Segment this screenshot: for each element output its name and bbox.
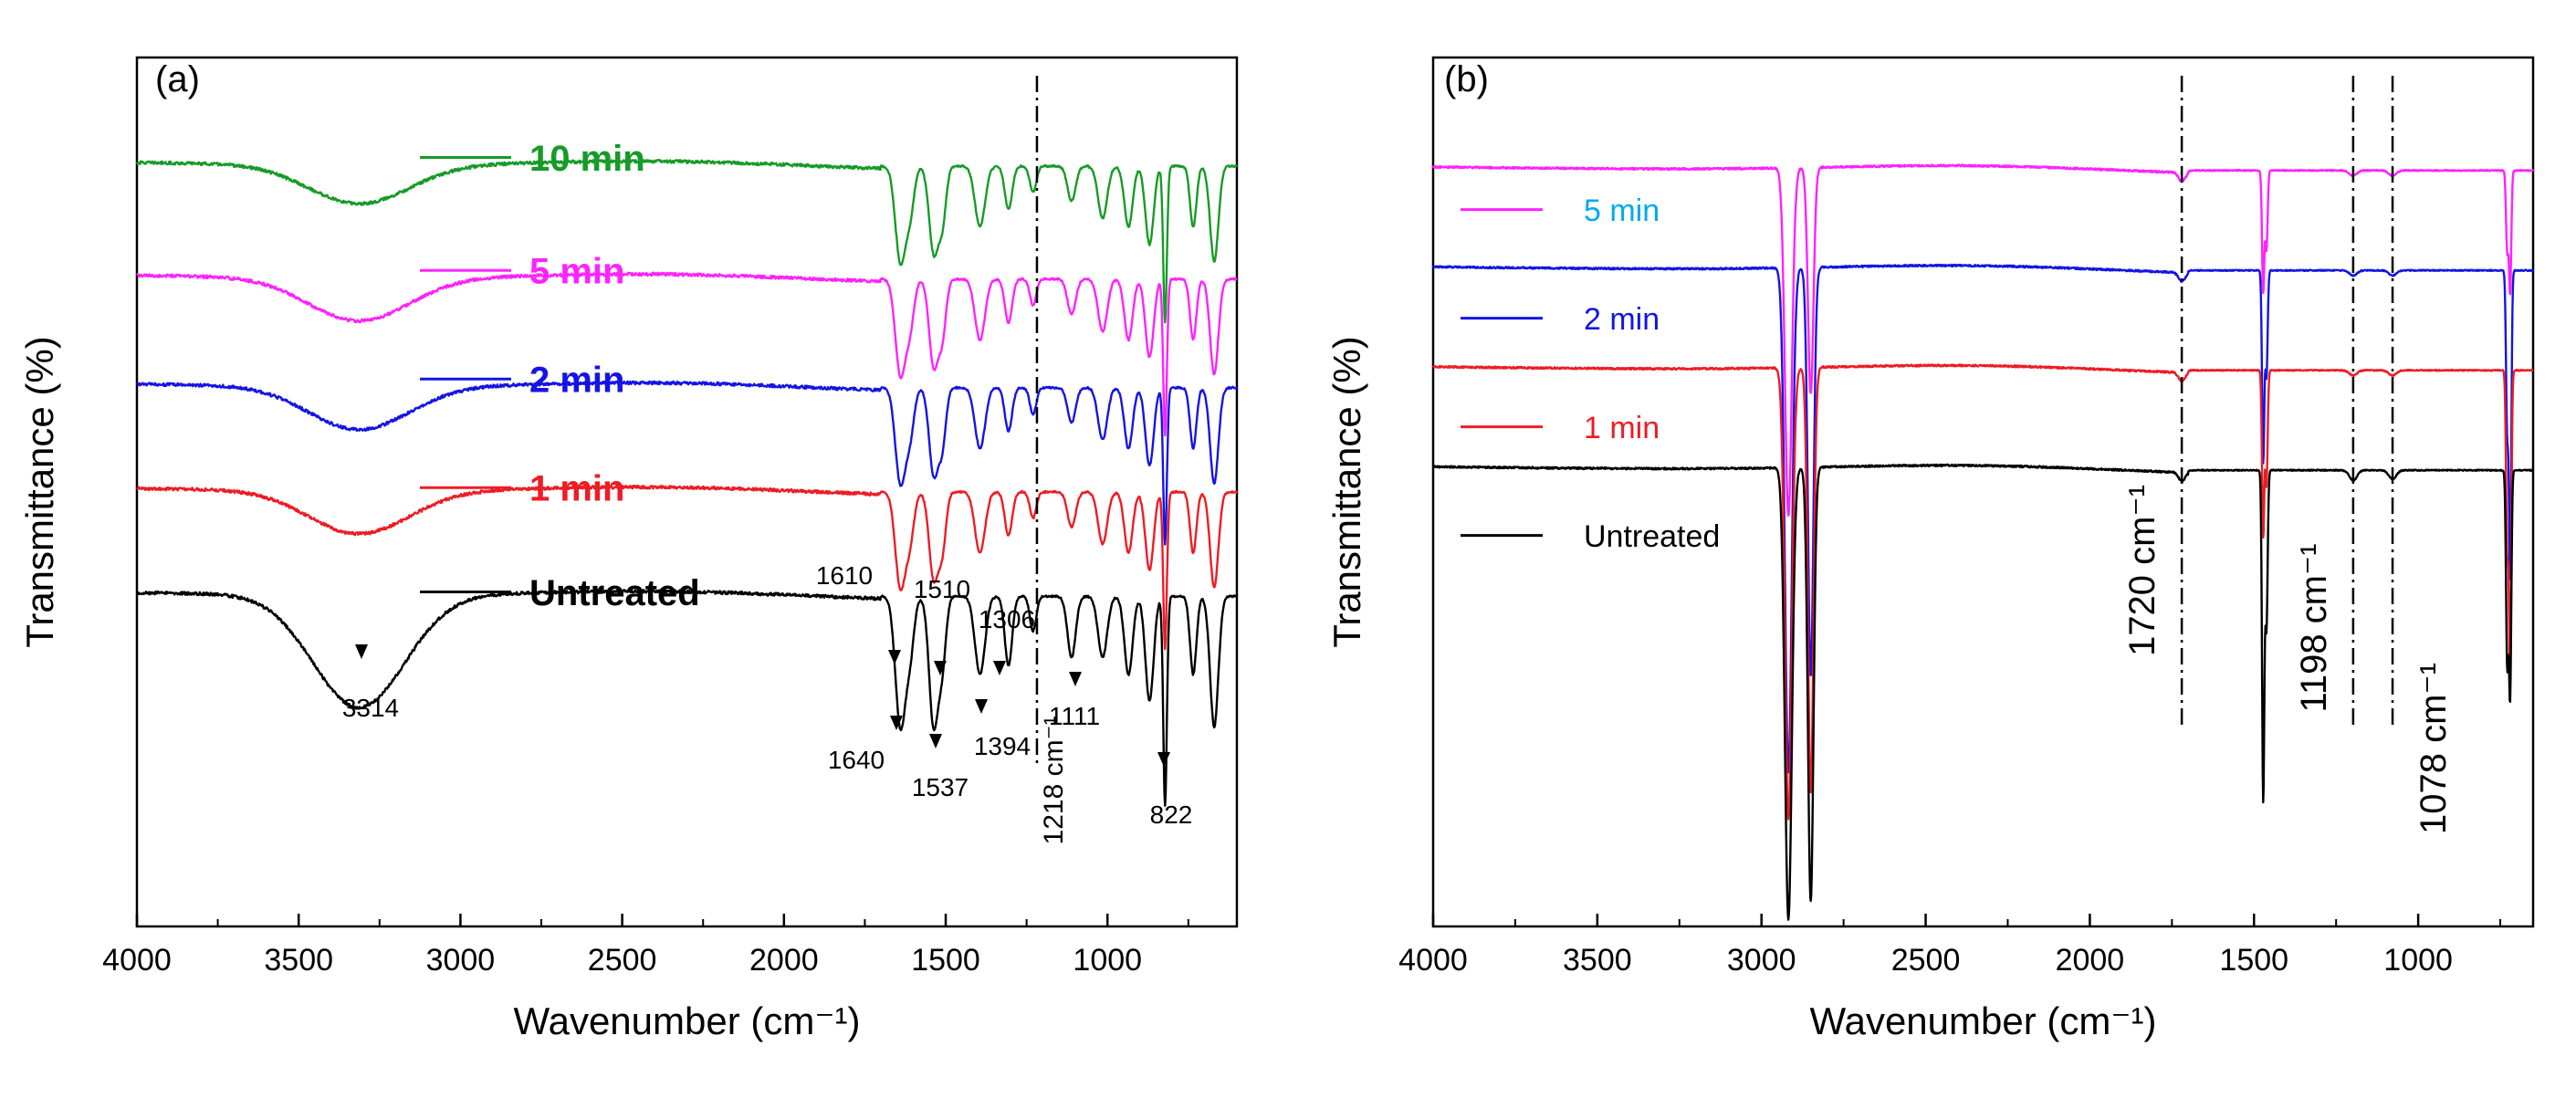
legend-label: 1 min xyxy=(529,469,624,509)
reference-line-label: 1198 cm⁻¹ xyxy=(2294,544,2334,713)
series-line-untreated xyxy=(1432,463,2534,921)
legend-label: 10 min xyxy=(529,139,645,179)
reference-line-label: 1218 cm⁻¹ xyxy=(1039,717,1069,845)
plot-frame xyxy=(135,56,1239,928)
x-tick-label: 4000 xyxy=(1398,943,1468,978)
x-tick-label: 2500 xyxy=(588,943,657,978)
peak-annotation: 1111 xyxy=(1049,702,1100,730)
peak-annotation: 3314 xyxy=(342,694,399,722)
peak-annotation: 1510 xyxy=(914,575,970,603)
series-line-untreated xyxy=(135,589,1238,807)
annotation-arrow xyxy=(890,716,903,730)
reference-line-label: 1078 cm⁻¹ xyxy=(2414,663,2454,834)
plot-frame xyxy=(1431,56,2535,928)
x-tick-label: 2000 xyxy=(749,943,819,978)
series-line-5-min xyxy=(1431,163,2534,517)
legend-label: 2 min xyxy=(529,361,624,401)
x-tick-label: 1000 xyxy=(2383,943,2453,978)
legend-label: 5 min xyxy=(529,252,624,292)
series-line-5-min xyxy=(136,271,1238,437)
y-axis-label: Transmittance (%) xyxy=(1325,336,1368,648)
legend-label: 5 min xyxy=(1584,194,1660,228)
panel-label: (b) xyxy=(1444,59,1489,99)
y-axis-label: Transmittance (%) xyxy=(18,336,61,648)
x-tick-label: 2000 xyxy=(2056,943,2125,978)
annotation-arrow xyxy=(934,661,947,675)
annotation-arrow xyxy=(888,650,901,664)
annotation-arrow xyxy=(355,644,368,659)
annotation-arrow xyxy=(975,699,988,714)
peak-annotation: 1537 xyxy=(912,773,969,801)
x-tick-label: 4000 xyxy=(102,943,172,978)
series-line-10-min xyxy=(135,158,1239,324)
peak-annotation: 822 xyxy=(1150,800,1193,829)
annotation-arrow xyxy=(929,734,942,748)
peak-annotation: 1640 xyxy=(828,746,885,774)
panel-b: 4000 3500 3000 2500 2000 1500 1000 Wavenumber (… xyxy=(1325,56,2535,1042)
peak-annotation: 1610 xyxy=(816,561,873,590)
legend-label: Untreated xyxy=(529,573,700,613)
annotation-arrow xyxy=(1069,672,1082,686)
x-axis-label: Wavenumber (cm⁻¹) xyxy=(514,999,861,1042)
x-axis-label: Wavenumber (cm⁻¹) xyxy=(1810,999,2157,1042)
reference-line-label: 1720 cm⁻¹ xyxy=(2122,485,2162,656)
peak-annotation: 1306 xyxy=(979,605,1035,633)
x-tick-label: 3500 xyxy=(264,943,333,978)
panel-a: 4000 3500 3000 2500 2000 1500 1000 Wavenumber (… xyxy=(18,56,1239,1042)
legend-label: Untreated xyxy=(1584,519,1720,554)
panel-label: (a) xyxy=(155,59,200,99)
x-tick-label: 1000 xyxy=(1073,943,1142,978)
series-line-1-min xyxy=(1432,363,2534,821)
x-tick-label: 3000 xyxy=(1727,943,1796,978)
x-tick-label: 1500 xyxy=(911,943,980,978)
annotation-arrow xyxy=(993,661,1006,675)
peak-annotation: 1394 xyxy=(974,732,1031,760)
annotation-arrow xyxy=(1157,752,1170,767)
legend-label: 2 min xyxy=(1584,302,1660,337)
x-tick-label: 2500 xyxy=(1891,943,1961,978)
x-tick-label: 1500 xyxy=(2219,943,2288,978)
series-line-2-min xyxy=(136,380,1239,546)
series-line-1-min xyxy=(136,484,1239,651)
legend-label: 1 min xyxy=(1584,411,1660,445)
series-line-2-min xyxy=(1431,263,2535,774)
x-tick-label: 3500 xyxy=(1563,943,1632,978)
x-tick-label: 3000 xyxy=(426,943,496,978)
